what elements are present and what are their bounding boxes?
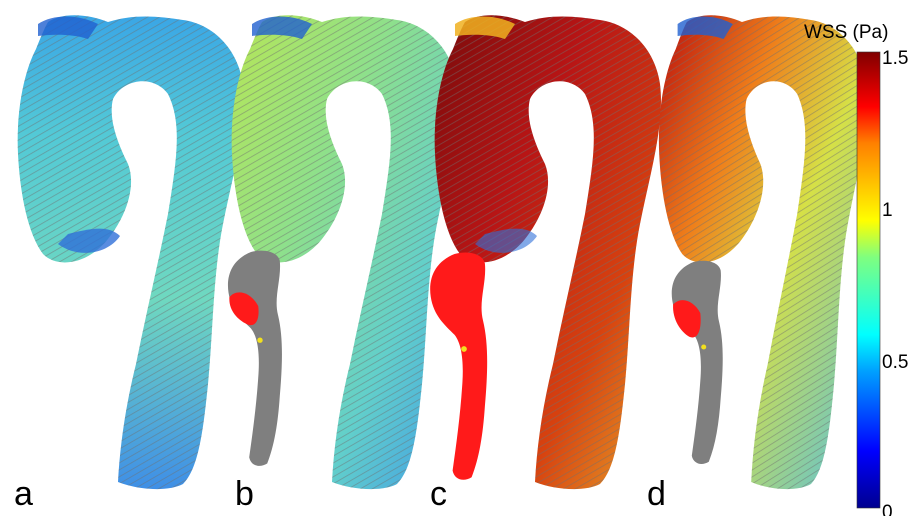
panel-d-texture	[658, 15, 868, 490]
panel-d-mask-shape	[671, 260, 723, 464]
panel-a	[17, 15, 244, 490]
panel-d-mask	[671, 260, 723, 464]
panel-a-top-blue	[38, 16, 98, 39]
colorbar-title: WSS (Pa)	[804, 22, 888, 43]
colorbar-scale	[856, 51, 881, 509]
panel-a-arch-blue	[58, 228, 120, 253]
panel-d-mask-red	[673, 300, 701, 338]
panel-c-arch-blue	[475, 228, 537, 253]
panel-letter-a: a	[14, 475, 33, 513]
panel-c-mask	[430, 252, 488, 480]
panel-b-mask	[227, 250, 282, 466]
panel-d-top-blue	[677, 16, 733, 39]
panel-letter-b: b	[235, 475, 254, 513]
panel-c-top-orange	[455, 16, 515, 39]
colorbar-tick-max: 1.5	[882, 48, 908, 69]
panel-letter-c: c	[430, 475, 447, 513]
panel-b-mask-yellow	[257, 337, 263, 343]
panel-b	[231, 15, 458, 490]
panel-d-mask-yellow	[701, 344, 707, 350]
panel-d	[658, 15, 868, 490]
panel-b-top-blue	[252, 16, 312, 39]
colorbar: WSS (Pa) 1.5 1 0.5 0	[804, 22, 908, 516]
panel-letter-d: d	[647, 475, 666, 513]
panel-b-mask-shape	[227, 250, 282, 466]
colorbar-tick-1: 1	[882, 200, 893, 221]
panel-c	[434, 15, 661, 490]
colorbar-tick-min: 0	[882, 502, 893, 516]
panel-c-mask-yellow	[461, 346, 467, 352]
panel-a-texture	[17, 15, 244, 490]
colorbar-tick-0.5: 0.5	[882, 352, 908, 373]
panel-b-mask-red	[229, 292, 259, 326]
panel-c-mask-shape	[430, 252, 488, 480]
